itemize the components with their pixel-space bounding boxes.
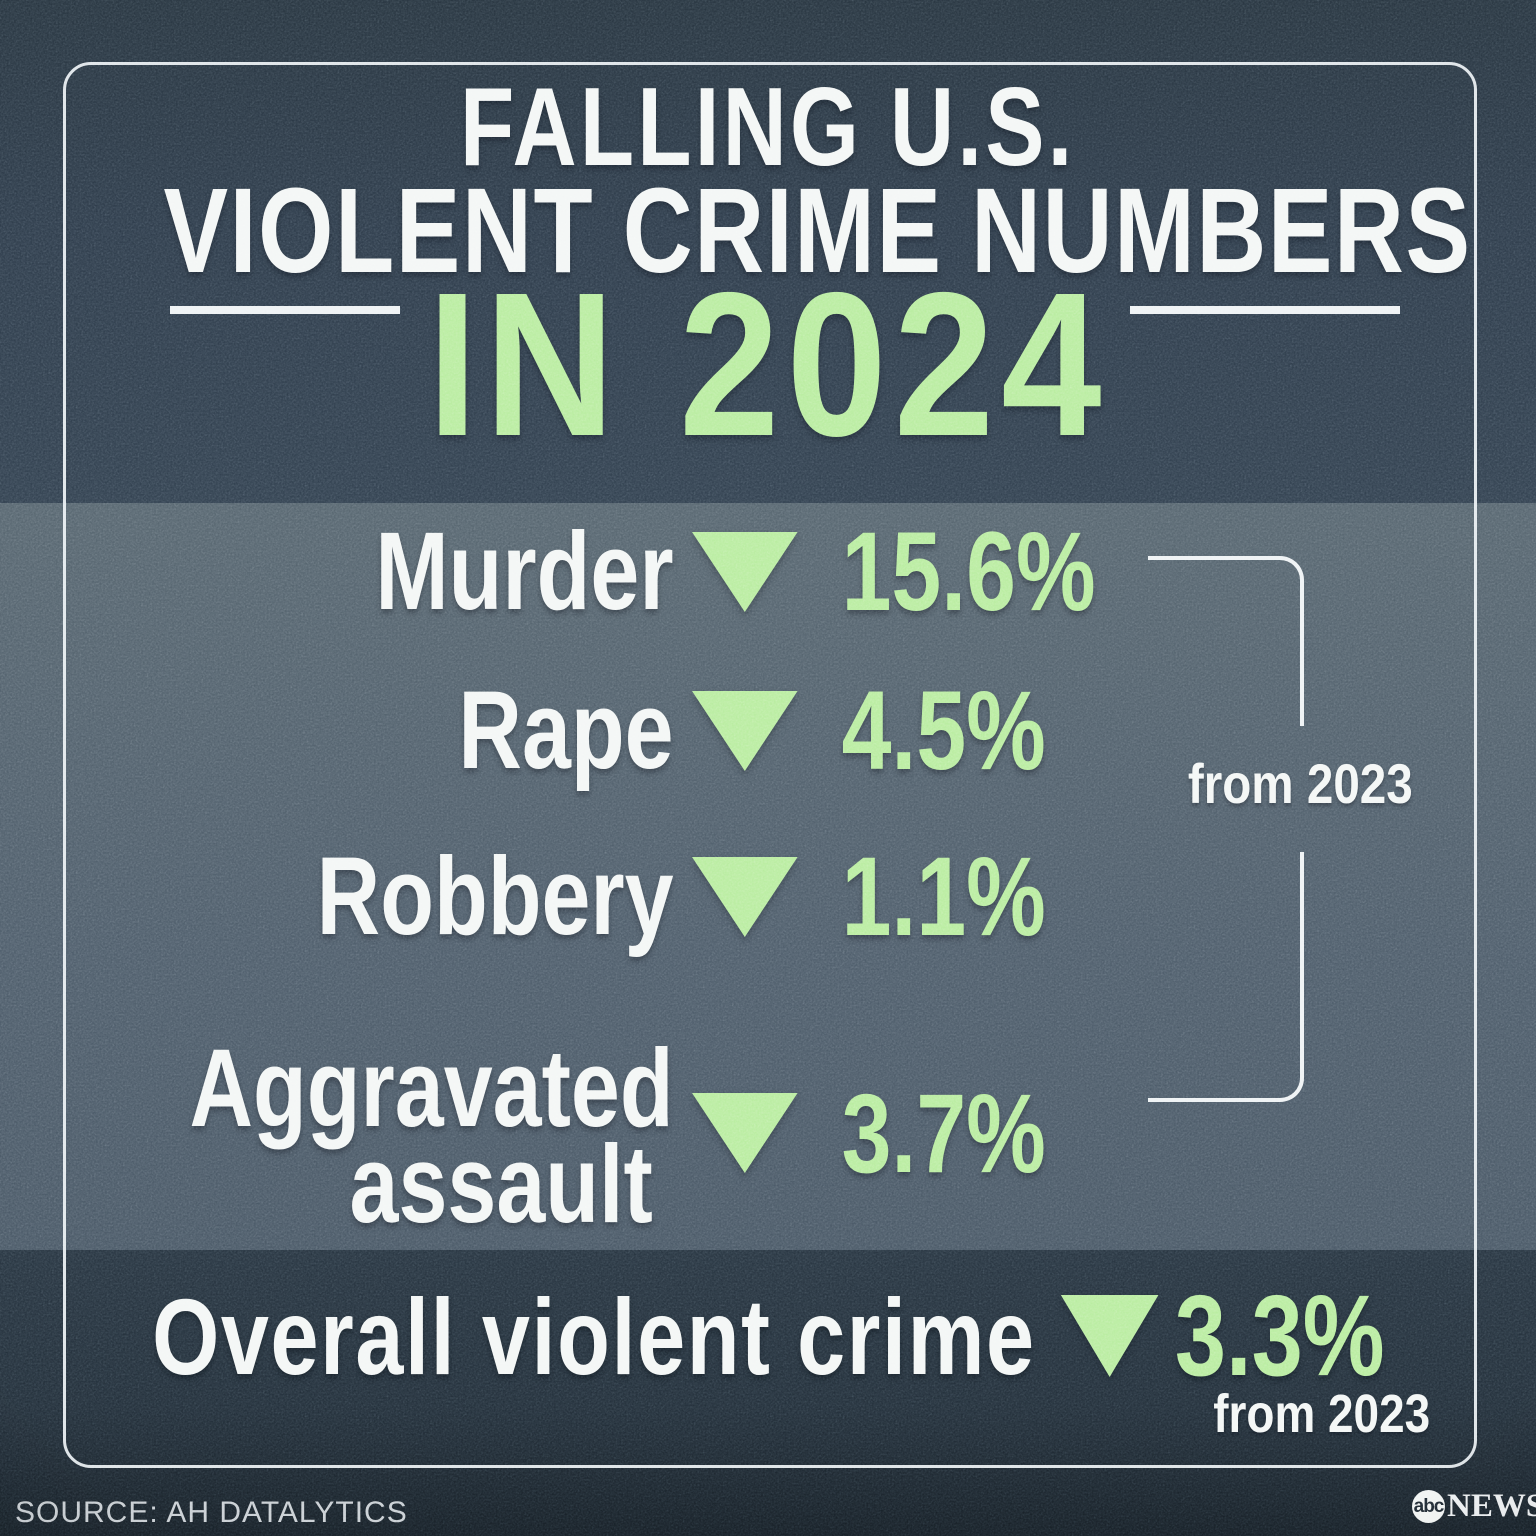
source-attribution: SOURCE: AH DATALYTICS [15,1496,408,1529]
abc-news-logo: abc NEWS [1412,1488,1536,1525]
crime-label: Murder [154,516,673,627]
comparison-period-text: from 2023 [1187,752,1413,815]
bracket-line-bottom [1148,852,1304,1102]
title-highlight-text: IN 2024 [427,250,1109,479]
abc-circle-icon: abc [1412,1490,1445,1523]
title-highlight: IN 2024 [0,262,1536,467]
decrease-triangle-icon [1060,1295,1158,1377]
decrease-triangle-icon [692,690,798,771]
crime-label: Rape [154,675,673,786]
comparison-period-label: from 2023 [1168,750,1428,817]
crime-label: Robbery [154,841,674,952]
triangle-cell [674,531,816,612]
decrease-triangle-icon [692,856,798,937]
overall-crime-label: Overall violent crime [151,1275,1036,1397]
decrease-triangle-icon [692,531,798,612]
crime-label-text: Robbery [316,834,674,958]
triangle-cell [674,690,816,771]
crime-label-text: Murder [375,509,674,633]
decrease-triangle-icon [692,1093,798,1173]
crime-label: Aggravated assault [154,1034,673,1246]
overall-crime-row: Overall violent crime 3.3% [0,1272,1536,1400]
bracket-line-top [1148,556,1304,726]
crime-label-text-line2: assault [349,1123,653,1246]
overall-comparison-text: from 2023 [1213,1384,1430,1444]
triangle-cell [674,856,816,937]
overall-comparison-label: from 2023 [1175,1383,1430,1445]
news-wordmark: NEWS [1447,1488,1536,1524]
triangle-cell [674,1093,816,1173]
crime-label-text: Rape [458,668,674,792]
